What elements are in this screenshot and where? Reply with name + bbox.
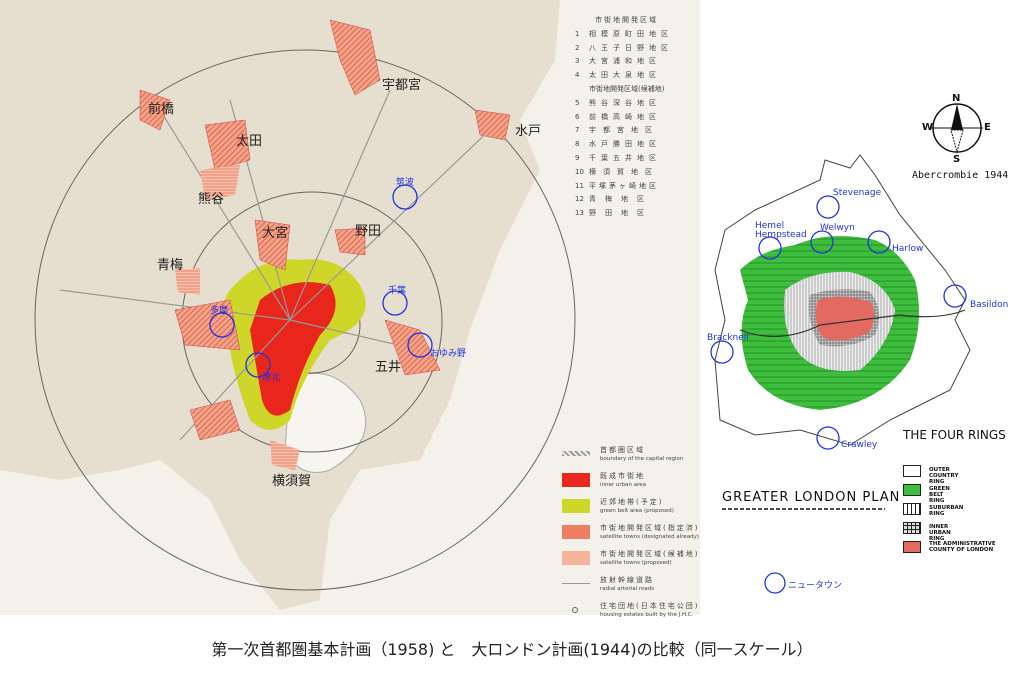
newtown-label-oyumino: おゆみ野 — [430, 349, 467, 359]
four-rings-title: THE FOUR RINGS — [903, 428, 1006, 442]
place-label-maebashi: 前橋 — [148, 102, 175, 117]
compass-e: E — [984, 122, 992, 133]
district-item: 13 野田地区 — [575, 209, 653, 218]
place-label-yokosuka: 横須賀 — [272, 474, 312, 489]
district-item: 9 千葉五井地区 — [575, 153, 661, 162]
tokyo-map-graphic — [0, 0, 700, 615]
newtown-label-basildon: Basildon — [970, 300, 1009, 310]
london-newtown-circles — [710, 195, 967, 594]
district-item: 3 大宮浦和地区 — [575, 57, 661, 66]
newtown-label-tama: 多摩 — [210, 306, 229, 316]
river-thames — [739, 309, 966, 337]
newtown-label-hemel-hempstead: Hemel Hempstead — [755, 221, 807, 240]
tokyo-capital-region-plan-map: 前橋 太田 熊谷 宇都宮 水戸 大宮 野田 青梅 五井 横須賀 筑波 多摩 千葉… — [0, 0, 700, 618]
newtown-label-crawley: Crawley — [841, 440, 878, 450]
place-label-goi: 五井 — [375, 360, 402, 375]
district-list-header: 市街地開発区域 — [595, 16, 658, 24]
legend-item-green-belt: 近郊地帯(予定) green belt area (proposed) — [560, 497, 700, 527]
district-item: 6 前橋高崎地区 — [575, 112, 661, 121]
district-list-header: 市街地開発区域(候補地) — [589, 84, 665, 93]
district-item: 7 宇都宮地区 — [575, 126, 659, 135]
district-item: 2 八王子日野地区 — [575, 43, 673, 52]
legend-item-satellite-designated: 市街地開発区域(指定済) satellite towns (designated … — [560, 523, 700, 553]
district-item: 5 熊谷深谷地区 — [575, 98, 661, 107]
county-of-london — [815, 296, 875, 341]
district-item: 11 平塚茅ヶ崎地区 — [575, 181, 659, 190]
radial-arterial-roads — [59, 89, 496, 441]
newtown-label-welwyn: Welwyn — [820, 223, 855, 233]
place-label-omiya: 大宮 — [262, 226, 289, 241]
newtown-legend-label: ニュータウン — [788, 581, 843, 591]
legend-item-boundary: 首都圏区域 boundary of the capital region — [560, 445, 700, 475]
legend-item-radial-roads: 放射幹線道路 radial arterial roads — [560, 575, 700, 605]
compass-n: N — [952, 93, 962, 104]
compass-w: W — [922, 122, 935, 133]
newtown-label-harlow: Harlow — [892, 244, 924, 254]
newtown-label-stevenage: Stevenage — [833, 188, 882, 198]
outer-radius-circle — [34, 49, 576, 591]
legend-item-satellite-proposed: 市街地開発区域(候補地) satellite towns (proposed) — [560, 549, 700, 579]
place-label-utsunomiya: 宇都宮 — [382, 78, 422, 93]
place-label-mito: 水戸 — [515, 124, 542, 139]
figure-caption: 第一次首都圏基本計画（1958) と 大ロンドン計画(1944)の比較（同一スケ… — [211, 640, 813, 659]
legend-item-inner-urban: 既成市街地 inner urban area — [560, 471, 700, 501]
london-plan-title: GREATER LONDON PLAN — [722, 490, 901, 505]
district-item: 8 水戸勝田地区 — [575, 140, 661, 149]
compass-s: S — [953, 154, 962, 165]
satellite-towns — [139, 19, 511, 441]
compass-rose — [931, 103, 983, 154]
newtown-label-tsukuba: 筑波 — [396, 178, 415, 188]
inner-urban-area — [250, 282, 336, 416]
district-item: 1 相模原町田地区 — [575, 29, 673, 38]
greater-london-plan-map — [710, 103, 983, 594]
newtown-label-chiba: 千葉 — [388, 286, 407, 296]
map-credit: Abercrombie 1944 — [912, 170, 1009, 181]
place-label-ome: 青梅 — [157, 258, 184, 273]
newtown-label-bracknell: Bracknell — [707, 333, 749, 343]
district-list: 市街地開発区域 1 相模原町田地区 2 八王子日野地区 3 大宮浦和地区 4 太田大泉地… — [575, 14, 673, 221]
place-label-ota: 太田 — [236, 134, 263, 149]
legend-item-housing-estates: 住宅団地(日本住宅公団) housing estates built by the… — [560, 601, 700, 631]
district-item: 4 太田大泉地区 — [575, 71, 661, 80]
place-label-kumagaya: 熊谷 — [198, 192, 225, 207]
district-item: 10 横須賀地区 — [575, 167, 659, 176]
newtown-circles — [209, 184, 433, 378]
newtown-label-kohoku: 港北 — [262, 373, 281, 383]
place-label-noda: 野田 — [355, 224, 382, 239]
proposed-satellite-towns — [175, 165, 300, 470]
district-item: 12 青梅地区 — [575, 195, 653, 204]
